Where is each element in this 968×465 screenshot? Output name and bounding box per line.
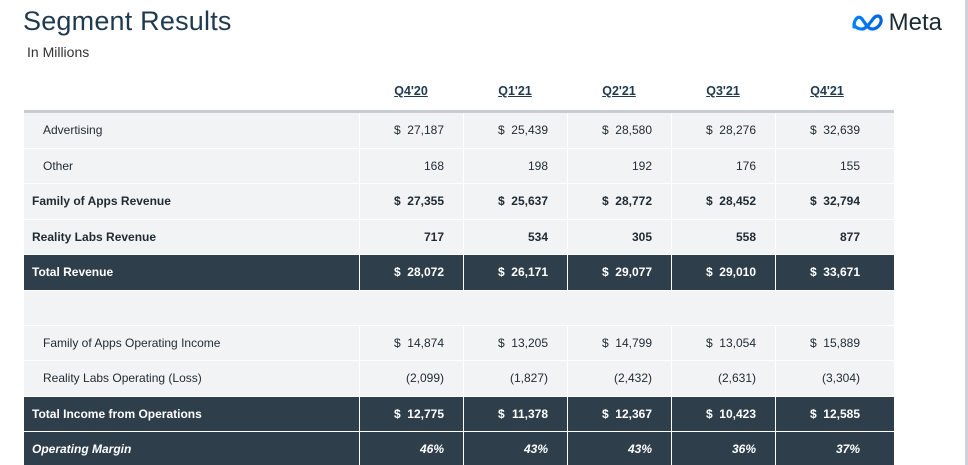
brand-name: Meta	[888, 9, 942, 36]
table-cell: (2,631)	[671, 361, 775, 396]
table-cell: $28,072	[359, 255, 463, 290]
table-cell: $14,874	[359, 325, 463, 360]
table-cell: 305	[567, 219, 671, 254]
table-cell: (1,827)	[463, 361, 567, 396]
table-cell: $15,889	[775, 325, 879, 360]
table-cell: $32,794	[775, 184, 879, 219]
table-cell: $25,637	[463, 184, 567, 219]
table-cell: $12,775	[359, 396, 463, 431]
meta-infinity-icon	[852, 14, 883, 31]
table-cell: 534	[463, 219, 567, 254]
table-cell: $11,378	[463, 396, 567, 431]
table-cell: 46%	[359, 432, 463, 465]
table-cell: $13,054	[671, 325, 775, 360]
table-row-reality-labs-operating-loss: Reality Labs Operating (Loss) (2,099) (1…	[24, 361, 894, 397]
table-cell: 198	[463, 148, 567, 183]
table-row-advertising: Advertising $27,187 $25,439 $28,580 $28,…	[24, 113, 894, 149]
row-label: Other	[43, 158, 74, 173]
table-cell: $32,639	[775, 113, 879, 148]
table-cell: $29,077	[567, 255, 671, 290]
table-cell: $13,205	[463, 325, 567, 360]
table-cell: $28,772	[567, 184, 671, 219]
header-divider	[24, 110, 894, 113]
column-header-q2-21: Q2'21	[602, 84, 636, 98]
table-cell: (3,304)	[775, 361, 879, 396]
table-cell: 43%	[567, 432, 671, 465]
table-cell: 176	[671, 148, 775, 183]
table-row-family-of-apps-revenue: Family of Apps Revenue $27,355 $25,637 $…	[24, 184, 894, 220]
table-cell: 877	[775, 219, 879, 254]
table-cell: 36%	[671, 432, 775, 465]
row-label: Total Revenue	[32, 265, 114, 280]
table-cell: $33,671	[775, 255, 879, 290]
table-cell: $27,187	[359, 113, 463, 148]
table-cell: $14,799	[567, 325, 671, 360]
row-label: Advertising	[43, 123, 103, 138]
meta-logo: Meta	[851, 9, 942, 37]
table-header: Q4'20 Q1'21 Q2'21 Q3'21 Q4'21	[24, 72, 894, 110]
row-label: Operating Margin	[32, 442, 132, 457]
table-row-operating-margin: Operating Margin 46% 43% 43% 36% 37%	[24, 432, 894, 465]
table-cell: 155	[775, 148, 879, 183]
table-cell: (2,099)	[359, 361, 463, 396]
page-title: Segment Results	[23, 6, 232, 36]
table-cell: $26,171	[463, 255, 567, 290]
table-cell: 168	[359, 148, 463, 183]
row-label: Family of Apps Revenue	[32, 194, 171, 209]
table-row-reality-labs-revenue: Reality Labs Revenue 717 534 305 558 877	[24, 219, 894, 255]
table-row-other: Other 168 198 192 176 155	[24, 148, 894, 184]
page-subtitle: In Millions	[27, 44, 90, 60]
table-cell: $28,276	[671, 113, 775, 148]
table-cell: (2,432)	[567, 361, 671, 396]
row-label: Reality Labs Operating (Loss)	[43, 371, 202, 386]
table-cell: $29,010	[671, 255, 775, 290]
table-cell: 717	[359, 219, 463, 254]
column-header-q4-20: Q4'20	[394, 84, 428, 98]
table-spacer-row	[24, 290, 894, 326]
table-cell: $28,580	[567, 113, 671, 148]
table-cell: $28,452	[671, 184, 775, 219]
table-cell: 192	[567, 148, 671, 183]
table-cell: $12,585	[775, 396, 879, 431]
slide-right-edge	[965, 0, 968, 465]
table-cell: $25,439	[463, 113, 567, 148]
table-cell: 558	[671, 219, 775, 254]
table-cell: $10,423	[671, 396, 775, 431]
table-row-total-income-from-operations: Total Income from Operations $12,775 $11…	[24, 396, 894, 432]
row-label: Reality Labs Revenue	[32, 229, 157, 244]
table-row-family-of-apps-operating-income: Family of Apps Operating Income $14,874 …	[24, 325, 894, 361]
column-header-q4-21: Q4'21	[810, 84, 844, 98]
table-cell: 43%	[463, 432, 567, 465]
column-header-q3-21: Q3'21	[706, 84, 740, 98]
row-label: Total Income from Operations	[32, 406, 202, 421]
table-row-total-revenue: Total Revenue $28,072 $26,171 $29,077 $2…	[24, 255, 894, 291]
table-cell: 37%	[775, 432, 879, 465]
table-cell: $12,367	[567, 396, 671, 431]
column-header-q1-21: Q1'21	[498, 84, 532, 98]
segment-results-table: Q4'20 Q1'21 Q2'21 Q3'21 Q4'21 Advertisin…	[24, 72, 894, 465]
row-label: Family of Apps Operating Income	[43, 335, 221, 350]
table-cell: $27,355	[359, 184, 463, 219]
